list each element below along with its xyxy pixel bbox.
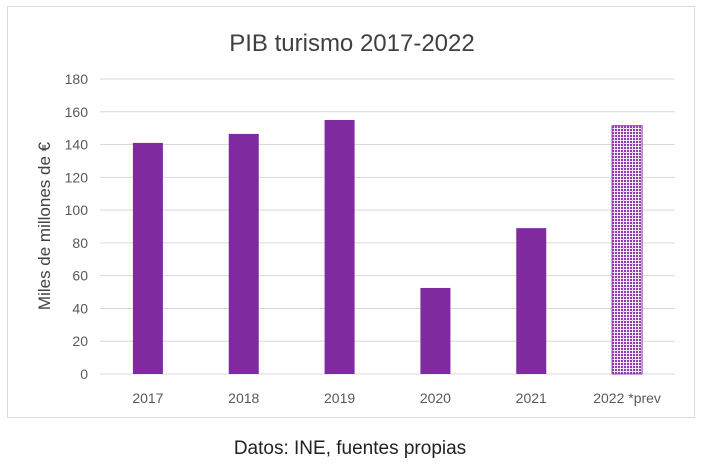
bar-chart: PIB turismo 2017-2022 Miles de millones …	[35, 30, 675, 406]
y-tick-labels: 0 20 40 60 80 100 120 140 160 180	[65, 71, 89, 382]
y-tick-label: 40	[72, 300, 88, 316]
y-tick-label: 20	[72, 333, 88, 349]
x-tick-label: 2021	[516, 390, 547, 406]
x-tick-label: 2020	[420, 390, 451, 406]
x-tick-label: 2018	[228, 390, 259, 406]
bar-2018	[228, 133, 259, 374]
gridlines	[100, 78, 675, 375]
y-tick-label: 100	[65, 202, 89, 218]
y-tick-label: 0	[80, 366, 88, 382]
chart-title: PIB turismo 2017-2022	[229, 30, 474, 57]
bars	[132, 119, 643, 375]
x-tick-label: 2022 *prev	[593, 390, 661, 406]
y-tick-label: 180	[65, 71, 89, 87]
x-tick-labels: 2017 2018 2019 2020 2021 2022 *prev	[132, 390, 661, 406]
y-axis-label: Miles de millones de €	[35, 141, 54, 310]
bar-2020	[420, 287, 451, 374]
y-tick-label: 120	[65, 169, 89, 185]
data-source-caption: Datos: INE, fuentes propias	[233, 438, 467, 459]
bar-2021	[516, 228, 547, 374]
x-tick-label: 2019	[324, 390, 355, 406]
y-tick-label: 160	[65, 104, 89, 120]
y-tick-label: 80	[72, 235, 88, 251]
y-tick-label: 140	[65, 137, 89, 153]
x-tick-label: 2017	[132, 390, 163, 406]
bar-2022-prev	[611, 125, 643, 375]
y-tick-label: 60	[72, 268, 88, 284]
bar-2019	[324, 119, 355, 374]
bar-2017	[132, 142, 163, 374]
